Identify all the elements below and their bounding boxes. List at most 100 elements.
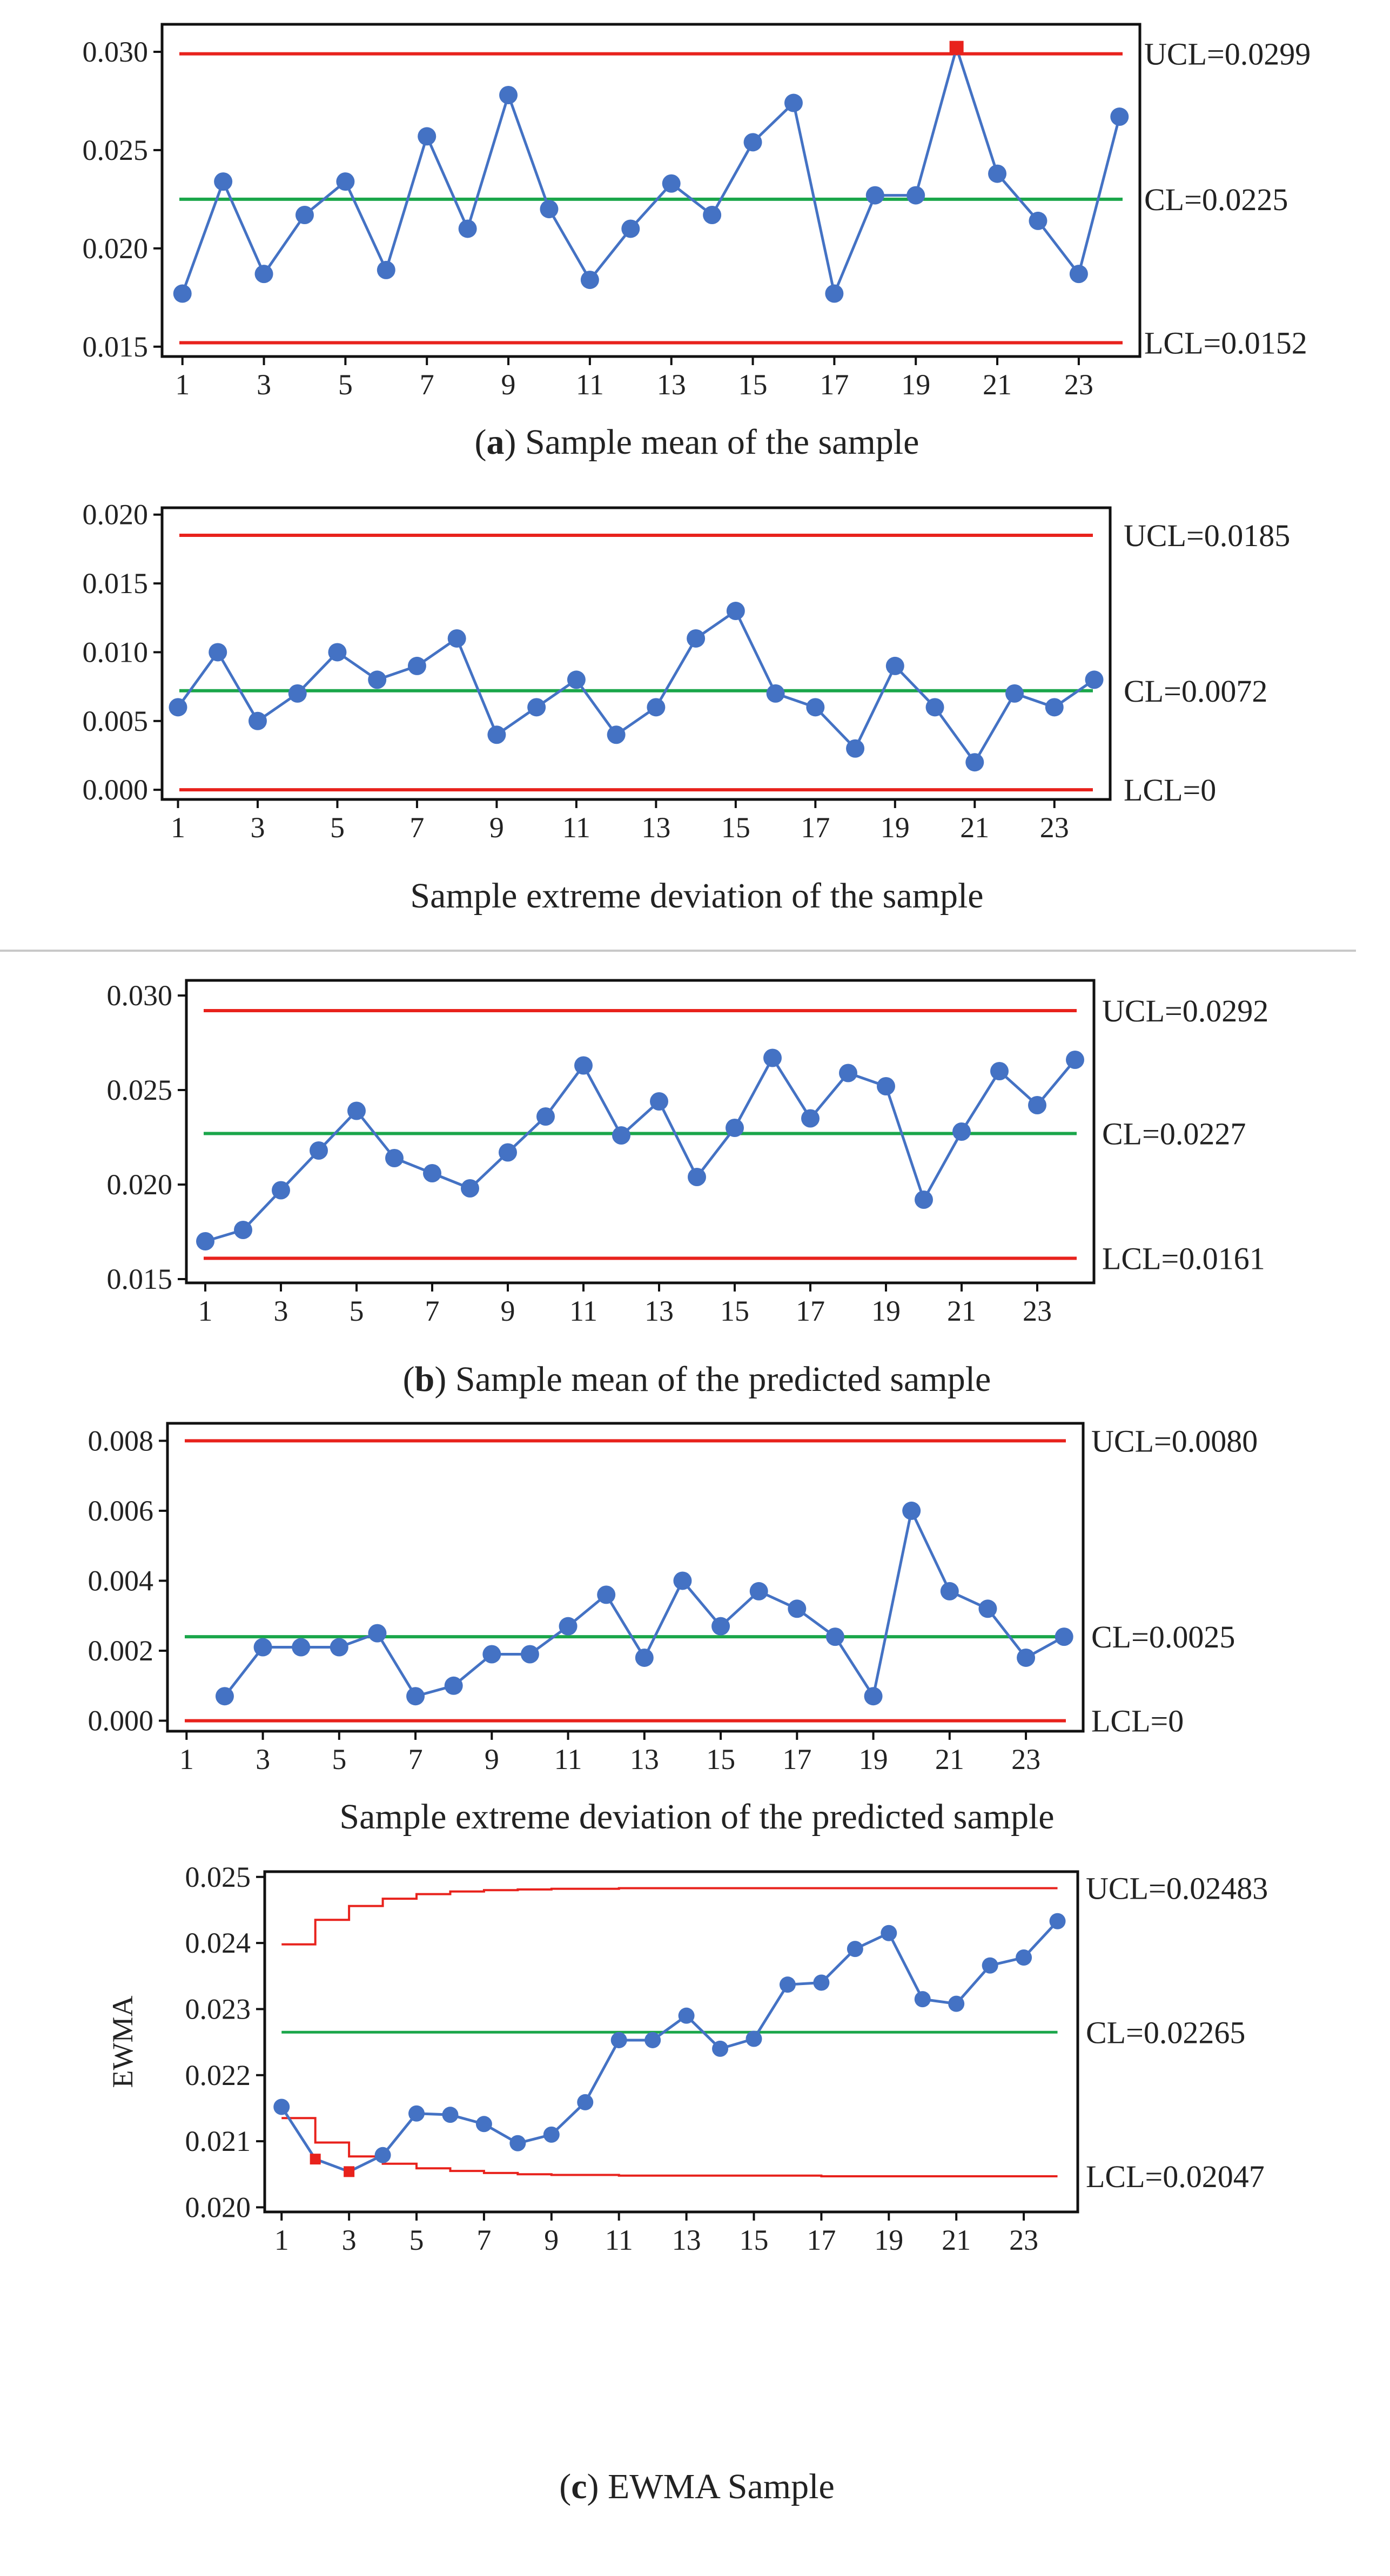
data-point	[1005, 684, 1024, 703]
data-point	[520, 1645, 539, 1664]
data-point	[347, 1101, 366, 1120]
data-point	[749, 1582, 768, 1600]
y-tick-label: 0.015	[83, 567, 149, 600]
x-tick-label: 17	[801, 811, 830, 844]
ucl-label: UCL=0.0185	[1124, 518, 1290, 553]
plot-frame	[166, 1422, 1085, 1733]
y-tick-label: 0.022	[185, 2059, 251, 2091]
y-tick-label: 0.021	[185, 2125, 251, 2157]
series-line	[223, 1509, 1065, 1698]
data-point	[877, 1077, 895, 1095]
data-point	[374, 2147, 391, 2163]
data-point	[763, 1048, 782, 1067]
x-tick-label: 7	[425, 1295, 440, 1327]
data-point	[847, 1941, 863, 1958]
x-tick-label: 5	[332, 1743, 346, 1775]
data-point	[712, 2040, 729, 2057]
data-point	[406, 1687, 425, 1706]
data-point	[806, 698, 825, 717]
x-tick-label: 3	[342, 2224, 357, 2256]
data-point	[825, 284, 844, 303]
y-tick-label: 0.020	[83, 232, 149, 265]
plot-frame	[185, 979, 1096, 1284]
series-line	[177, 609, 1095, 764]
y-tick-label: 0.006	[88, 1495, 154, 1527]
data-point	[310, 1141, 328, 1160]
data-point	[914, 1991, 931, 2008]
data-point	[779, 1976, 796, 1993]
data-point	[458, 219, 477, 238]
data-point	[292, 1638, 311, 1657]
data-point	[711, 1617, 730, 1636]
x-tick-label: 21	[960, 811, 989, 844]
cl-label: CL=0.02265	[1086, 2015, 1245, 2050]
data-point-out-of-control	[344, 2166, 355, 2177]
lcl-label: LCL=0	[1124, 772, 1216, 808]
x-tick-label: 23	[1011, 1743, 1040, 1775]
data-point	[272, 1181, 290, 1200]
data-point	[746, 2030, 762, 2047]
x-tick-label: 3	[257, 368, 271, 401]
x-tick-label: 13	[657, 368, 686, 401]
y-tick-label: 0.015	[83, 331, 149, 363]
data-point	[597, 1585, 616, 1604]
x-tick-label: 23	[1064, 368, 1093, 401]
x-tick-label: 13	[630, 1743, 659, 1775]
data-point	[1085, 670, 1104, 689]
data-point	[1066, 1051, 1084, 1069]
panel-caption: Sample extreme deviation of the sample	[410, 876, 983, 916]
data-point	[743, 133, 762, 152]
data-point	[1055, 1627, 1073, 1646]
x-tick-label: 9	[544, 2224, 559, 2256]
data-point	[1069, 265, 1088, 284]
x-tick-label: 19	[871, 1295, 901, 1327]
ucl-step-line	[281, 1887, 1058, 1946]
x-tick-label: 9	[501, 1295, 515, 1327]
x-tick-label: 13	[672, 2224, 701, 2256]
data-point	[1017, 1648, 1036, 1667]
x-tick-label: 15	[720, 1295, 749, 1327]
data-point	[559, 1617, 578, 1636]
y-tick-label: 0.000	[83, 774, 149, 806]
data-point	[965, 753, 984, 772]
y-tick-label: 0.025	[83, 134, 149, 166]
data-point	[902, 1501, 921, 1520]
data-point	[662, 174, 681, 193]
panel-caption: Sample extreme deviation of the predicte…	[339, 1797, 1054, 1837]
x-tick-label: 11	[569, 1295, 597, 1327]
data-point	[288, 684, 307, 703]
y-tick-label: 0.002	[88, 1635, 154, 1667]
data-point	[839, 1064, 857, 1082]
x-tick-label: 17	[807, 2224, 836, 2256]
data-point	[846, 739, 865, 758]
x-tick-label: 9	[489, 811, 504, 844]
data-point	[540, 200, 559, 219]
data-point	[952, 1122, 971, 1141]
x-tick-label: 23	[1023, 1295, 1052, 1327]
panel-caption: (c) EWMA Sample	[559, 2467, 835, 2506]
x-tick-label: 13	[644, 1295, 674, 1327]
y-axis-label: EWMA	[106, 1996, 139, 2088]
cl-label: CL=0.0225	[1144, 182, 1288, 217]
data-point	[418, 127, 437, 146]
data-point	[215, 1687, 234, 1706]
data-point	[906, 186, 925, 205]
y-tick-label: 0.030	[83, 36, 149, 68]
y-tick-label: 0.020	[83, 499, 149, 531]
y-tick-label: 0.015	[107, 1263, 173, 1295]
data-point	[925, 698, 944, 717]
data-point	[509, 2135, 526, 2151]
data-point	[1029, 211, 1047, 230]
ucl-label: UCL=0.02483	[1086, 1871, 1268, 1906]
x-tick-label: 1	[274, 2224, 289, 2256]
data-point	[881, 1925, 897, 1941]
x-tick-label: 5	[338, 368, 353, 401]
data-point	[482, 1645, 501, 1664]
data-point	[248, 711, 267, 730]
data-point	[703, 205, 722, 224]
x-tick-label: 15	[706, 1743, 735, 1775]
cl-label: CL=0.0025	[1091, 1619, 1235, 1654]
series-line	[205, 1057, 1076, 1243]
